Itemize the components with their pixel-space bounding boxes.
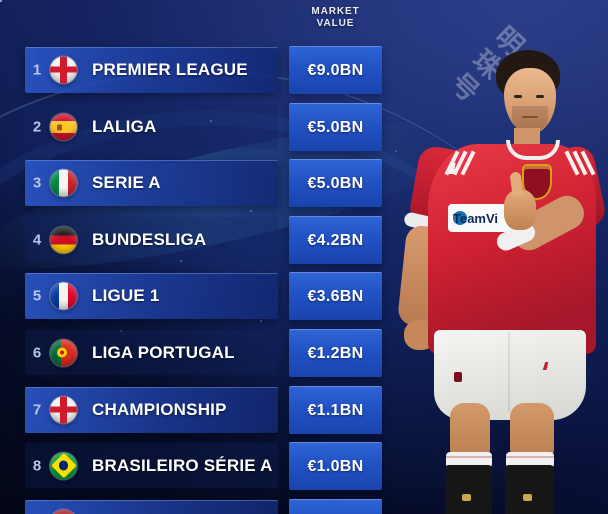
sponsor-text: TeamVi [453, 210, 499, 226]
brazil-flag-icon [50, 452, 77, 479]
rank-label: 1 [32, 61, 42, 78]
league-name: BRASILEIRO SÉRIE A [92, 455, 273, 475]
league-name: SERIE A [92, 172, 161, 192]
table-row: 7 CHAMPIONSHIP €1.1BN [0, 386, 608, 434]
league-name: BUNDESLIGA [92, 229, 207, 249]
england-flag-icon [50, 396, 77, 423]
player-eye [514, 95, 522, 98]
table-row: 5 LIGUE 1 €3.6BN [0, 272, 608, 320]
market-value-box: €5.0BN [289, 159, 382, 207]
rank-label: 4 [32, 231, 42, 248]
table-row: 6 LIGA PORTUGAL €1.2BN [0, 329, 608, 377]
shorts-seam [508, 332, 510, 412]
player-beard-shadow [512, 106, 548, 132]
spain-flag-icon [50, 113, 77, 140]
player-figure: TeamVi [392, 48, 608, 514]
table-row: 4 BUNDESLIGA €4.2BN [0, 216, 608, 264]
rank-label: 6 [32, 344, 42, 361]
netherlands-flag-icon [50, 509, 77, 514]
market-value-header-line2: VALUE [316, 17, 355, 29]
market-value-box: €1.1BN [289, 386, 382, 434]
rank-label: 3 [32, 174, 42, 191]
table-row-partial [0, 499, 608, 514]
market-value-box: €3.6BN [289, 272, 382, 320]
market-value: €1.0BN [307, 457, 364, 475]
league-name: LIGA PORTUGAL [92, 342, 235, 362]
france-flag-icon [50, 282, 77, 309]
player-eye [536, 95, 544, 98]
sponsor-logo-icon [453, 211, 467, 225]
england-flag-icon [50, 56, 77, 83]
league-name-box [25, 500, 278, 514]
table-row: 3 SERIE A €5.0BN [0, 159, 608, 207]
market-value-box: €4.2BN [289, 216, 382, 264]
market-value: €5.0BN [307, 118, 364, 136]
rank-label: 5 [32, 287, 42, 304]
sock-badge-icon [462, 494, 471, 501]
man-united-crest-icon [522, 164, 552, 200]
rank-label: 7 [32, 401, 42, 418]
rank-label: 2 [32, 118, 42, 135]
market-value-box: €1.2BN [289, 329, 382, 377]
league-name: LIGUE 1 [92, 285, 160, 305]
portugal-flag-icon [50, 339, 77, 366]
market-value: €1.1BN [307, 401, 364, 419]
sock-left [445, 465, 492, 514]
table-row: 8 BRASILEIRO SÉRIE A €1.0BN [0, 442, 608, 490]
market-value-box [289, 499, 382, 514]
market-value: €5.0BN [307, 174, 364, 192]
market-value: €4.2BN [307, 231, 364, 249]
player-face [504, 68, 556, 134]
market-value-box: €9.0BN [289, 46, 382, 94]
shorts-crest-icon [454, 372, 462, 382]
market-value-box: €1.0BN [289, 442, 382, 490]
sock-top-right [506, 452, 554, 468]
table-row: 2 LALIGA €5.0BN [0, 103, 608, 151]
sock-top-left [446, 452, 492, 468]
market-value: €1.2BN [307, 344, 364, 362]
sock-right [505, 465, 554, 514]
player-mouth [522, 116, 538, 118]
league-name: CHAMPIONSHIP [92, 399, 227, 419]
rank-label: 8 [32, 457, 42, 474]
italy-flag-icon [50, 169, 77, 196]
market-value-box: €5.0BN [289, 103, 382, 151]
market-value-header-line1: MARKET [311, 6, 360, 17]
market-value: €9.0BN [307, 61, 364, 79]
market-value: €3.6BN [307, 287, 364, 305]
table-row: 1 PREMIER LEAGUE €9.0BN [0, 46, 608, 94]
thumbs-up-fist [504, 190, 536, 230]
league-name: PREMIER LEAGUE [92, 59, 248, 79]
germany-flag-icon [50, 226, 77, 253]
market-value-header: MARKET VALUE [289, 6, 382, 29]
league-name: LALIGA [92, 116, 157, 136]
star-speckles [0, 0, 2, 2]
sock-badge-icon [523, 494, 532, 501]
